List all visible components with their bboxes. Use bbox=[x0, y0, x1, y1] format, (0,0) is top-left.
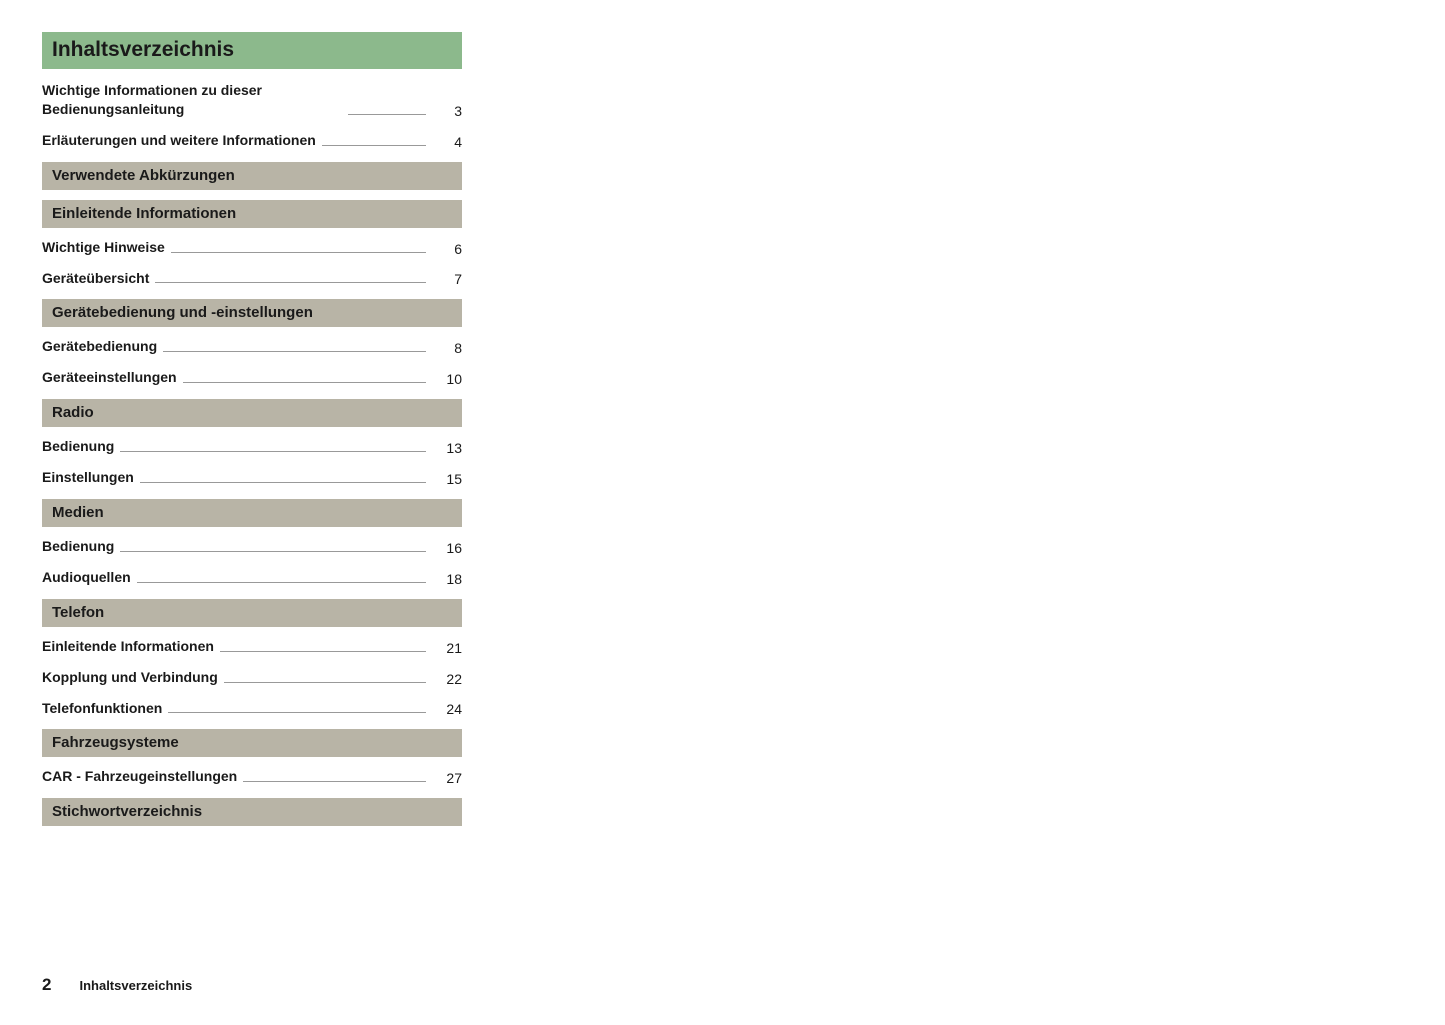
toc-entry[interactable]: Gerätebedienung 8 bbox=[42, 337, 462, 356]
toc-entry[interactable]: Erläuterungen und weitere Informationen 4 bbox=[42, 131, 462, 150]
toc-page: Inhaltsverzeichnis Wichtige Informatione… bbox=[0, 0, 462, 826]
toc-entry-label: Audioquellen bbox=[42, 568, 137, 587]
toc-entry-label: Bedienung bbox=[42, 437, 120, 456]
footer-label: Inhaltsverzeichnis bbox=[79, 978, 192, 993]
toc-section-heading: Medien bbox=[42, 499, 462, 527]
toc-entry[interactable]: Kopplung und Verbindung 22 bbox=[42, 668, 462, 687]
toc-entry-label: Bedienung bbox=[42, 537, 120, 556]
toc-entry-label: Einstellungen bbox=[42, 468, 140, 487]
toc-entry-label: Geräteeinstellungen bbox=[42, 368, 183, 387]
toc-entry-label: Wichtige Informationen zu dieser Bedienu… bbox=[42, 81, 348, 119]
toc-entry-label: Einleitende Informationen bbox=[42, 637, 220, 656]
toc-entry-page: 7 bbox=[426, 271, 462, 287]
toc-entry-page: 8 bbox=[426, 340, 462, 356]
toc-leader-line bbox=[322, 145, 426, 146]
toc-entry[interactable]: Bedienung 16 bbox=[42, 537, 462, 556]
toc-entry[interactable]: Geräteeinstellungen 10 bbox=[42, 368, 462, 387]
toc-leader-line bbox=[220, 651, 426, 652]
toc-leader-line bbox=[137, 582, 426, 583]
toc-entry-page: 15 bbox=[426, 471, 462, 487]
toc-entry-page: 10 bbox=[426, 371, 462, 387]
toc-leader-line bbox=[348, 114, 426, 115]
toc-entry-page: 13 bbox=[426, 440, 462, 456]
toc-leader-line bbox=[243, 781, 426, 782]
toc-entry-page: 6 bbox=[426, 241, 462, 257]
toc-entry-label: Gerätebedienung bbox=[42, 337, 163, 356]
toc-leader-line bbox=[155, 282, 426, 283]
toc-leader-line bbox=[163, 351, 426, 352]
toc-section-heading: Radio bbox=[42, 399, 462, 427]
toc-entry-label: Telefonfunktionen bbox=[42, 699, 168, 718]
toc-entry-page: 4 bbox=[426, 134, 462, 150]
toc-entry[interactable]: Telefonfunktionen 24 bbox=[42, 699, 462, 718]
toc-section-heading: Einleitende Informationen bbox=[42, 200, 462, 228]
toc-entry-page: 27 bbox=[426, 770, 462, 786]
toc-entry-page: 21 bbox=[426, 640, 462, 656]
page-footer: 2 Inhaltsverzeichnis bbox=[42, 975, 192, 995]
toc-entry-page: 24 bbox=[426, 701, 462, 717]
toc-leader-line bbox=[120, 551, 426, 552]
toc-entry-page: 18 bbox=[426, 571, 462, 587]
toc-title: Inhaltsverzeichnis bbox=[42, 32, 462, 69]
toc-entry[interactable]: CAR - Fahrzeugeinstellungen 27 bbox=[42, 767, 462, 786]
toc-leader-line bbox=[120, 451, 426, 452]
footer-page-number: 2 bbox=[42, 975, 51, 995]
toc-entry-label: Erläuterungen und weitere Informationen bbox=[42, 131, 322, 150]
toc-section-heading: Verwendete Abkürzungen bbox=[42, 162, 462, 190]
toc-entry[interactable]: Geräteübersicht 7 bbox=[42, 269, 462, 288]
toc-entry[interactable]: Wichtige Informationen zu dieser Bedienu… bbox=[42, 81, 462, 119]
toc-section-heading: Fahrzeugsysteme bbox=[42, 729, 462, 757]
toc-entry-label: Wichtige Hinweise bbox=[42, 238, 171, 257]
toc-leader-line bbox=[171, 252, 426, 253]
toc-entry[interactable]: Einleitende Informationen 21 bbox=[42, 637, 462, 656]
toc-body: Wichtige Informationen zu dieser Bedienu… bbox=[42, 81, 462, 826]
toc-entry[interactable]: Wichtige Hinweise 6 bbox=[42, 238, 462, 257]
toc-entry-page: 16 bbox=[426, 540, 462, 556]
toc-entry[interactable]: Bedienung 13 bbox=[42, 437, 462, 456]
toc-entry[interactable]: Einstellungen 15 bbox=[42, 468, 462, 487]
toc-entry[interactable]: Audioquellen 18 bbox=[42, 568, 462, 587]
toc-leader-line bbox=[168, 712, 426, 713]
toc-entry-label: Geräteübersicht bbox=[42, 269, 155, 288]
toc-leader-line bbox=[140, 482, 426, 483]
toc-section-heading: Stichwortverzeichnis bbox=[42, 798, 462, 826]
toc-section-heading: Telefon bbox=[42, 599, 462, 627]
toc-entry-page: 22 bbox=[426, 671, 462, 687]
toc-entry-label: Kopplung und Verbindung bbox=[42, 668, 224, 687]
toc-leader-line bbox=[183, 382, 426, 383]
toc-entry-page: 3 bbox=[426, 103, 462, 119]
toc-leader-line bbox=[224, 682, 426, 683]
toc-entry-label: CAR - Fahrzeugeinstellungen bbox=[42, 767, 243, 786]
toc-section-heading: Gerätebedienung und -einstellungen bbox=[42, 299, 462, 327]
